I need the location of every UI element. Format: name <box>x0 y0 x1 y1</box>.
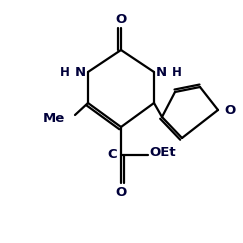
Text: H: H <box>60 66 70 78</box>
Text: N: N <box>75 66 86 78</box>
Text: O: O <box>115 14 127 26</box>
Text: O: O <box>115 186 127 200</box>
Text: OEt: OEt <box>149 147 176 159</box>
Text: Me: Me <box>43 112 65 124</box>
Text: N: N <box>156 66 167 78</box>
Text: H: H <box>172 66 182 78</box>
Text: C: C <box>107 148 117 162</box>
Text: O: O <box>224 104 235 116</box>
